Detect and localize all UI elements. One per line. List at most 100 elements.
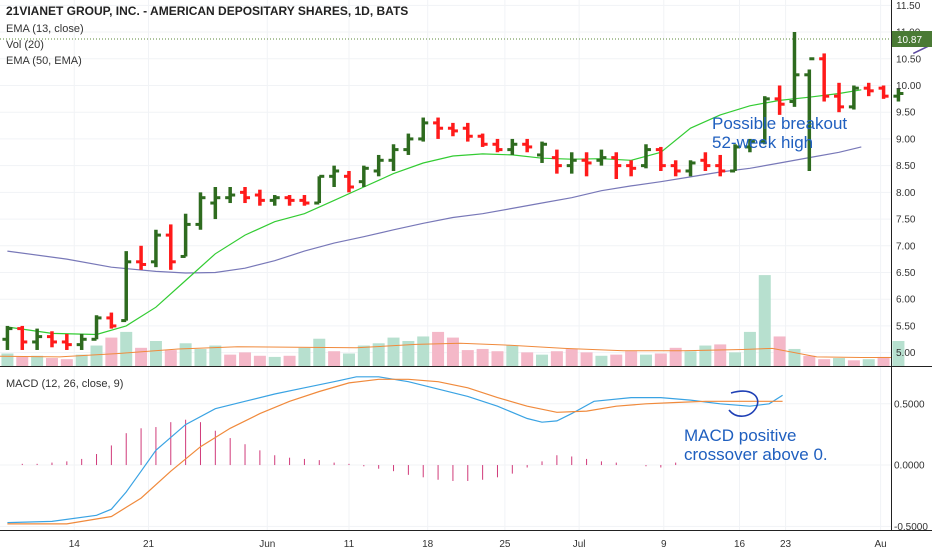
ohlc-bar-17 (254, 189, 265, 206)
price-tick-9: 9.50 (896, 108, 916, 119)
crossover-circle (728, 390, 759, 417)
ohlc-bar-55 (819, 53, 830, 102)
ohlc-bar-46 (685, 160, 696, 177)
volume-bar-56 (833, 358, 846, 366)
ohlc-bar-27 (403, 133, 414, 155)
x-tick-6: Jul (573, 539, 586, 550)
price-tick-4: 7.00 (896, 241, 916, 252)
volume-bar-22 (328, 351, 341, 366)
ohlc-bar-1 (17, 325, 28, 350)
last-price-label: 10.87 (897, 35, 922, 46)
volume-bar-45 (669, 347, 682, 366)
volume-bar-39 (580, 352, 593, 366)
volume-bar-17 (253, 355, 266, 366)
x-tick-5: 25 (499, 539, 511, 550)
ohlc-bar-42 (626, 160, 637, 177)
legend-ema13[interactable]: EMA (13, close) (6, 23, 84, 35)
price-tick-2: 6.00 (896, 295, 916, 306)
volume-bar-31 (461, 350, 474, 366)
ohlc-bar-36 (537, 141, 548, 163)
volume-bar-19 (283, 355, 296, 366)
x-tick-1: 21 (143, 539, 155, 550)
volume-bar-16 (239, 352, 252, 366)
ohlc-bar-25 (373, 154, 384, 177)
volume-bar-33 (491, 351, 504, 366)
volume-bar-52 (773, 336, 786, 366)
x-tick-3: 11 (344, 539, 355, 550)
legend-volume[interactable]: Vol (20) (6, 39, 44, 51)
ohlc-bar-43 (640, 144, 651, 169)
price-tick-3: 6.50 (896, 268, 916, 279)
ohlc-bar-50 (744, 138, 755, 153)
ohlc-bar-22 (329, 165, 340, 188)
legend-ema50[interactable]: EMA (50, EMA) (6, 55, 82, 67)
ohlc-bar-14 (210, 187, 221, 220)
volume-bar-1 (16, 356, 29, 366)
ohlc-bar-34 (507, 138, 518, 155)
ohlc-bar-24 (358, 165, 369, 188)
breakout-annotation-line-2: 52-week high (712, 133, 814, 152)
ohlc-bar-15 (225, 187, 236, 204)
price-tick-10: 10.00 (896, 81, 921, 92)
price-tick-7: 8.50 (896, 161, 916, 172)
x-tick-8: 16 (734, 539, 746, 550)
volume-bar-34 (506, 345, 519, 366)
volume-bar-51 (758, 275, 771, 366)
volume-bar-21 (313, 338, 326, 366)
ohlc-bar-2 (32, 328, 43, 350)
ohlc-bar-57 (848, 85, 859, 110)
ohlc-bar-47 (700, 152, 711, 171)
ohlc-bar-32 (477, 133, 488, 147)
volume-bar-0 (1, 353, 14, 366)
ohlc-bar-6 (91, 315, 102, 341)
ohlc-bar-30 (447, 122, 458, 137)
volume-bar-48 (714, 344, 727, 366)
ohlc-bar-9 (136, 245, 147, 270)
volume-bar-15 (224, 354, 237, 366)
price-tick-0: 5.00 (896, 348, 916, 359)
ohlc-bar-45 (670, 160, 681, 177)
ohlc-bar-38 (566, 152, 577, 174)
ohlc-bar-18 (269, 195, 280, 206)
macd-line (7, 376, 783, 524)
volume-bar-38 (565, 348, 578, 366)
macd-label[interactable]: MACD (12, 26, close, 9) (6, 378, 124, 390)
volume-bar-24 (357, 345, 370, 366)
volume-bar-12 (179, 343, 192, 366)
volume-bar-43 (639, 354, 652, 366)
ohlc-bar-29 (433, 117, 444, 139)
volume-bar-55 (818, 359, 831, 366)
volume-bar-58 (862, 359, 875, 366)
ohlc-bar-52 (774, 85, 785, 115)
price-tick-13: 11.50 (896, 1, 921, 12)
volume-bar-49 (729, 352, 742, 366)
volume-bar-47 (699, 345, 712, 366)
ohlc-bar-21 (314, 174, 325, 205)
ohlc-bar-54 (804, 57, 815, 171)
macd-tick-1: 0.0000 (894, 461, 925, 472)
volume-bar-32 (476, 348, 489, 366)
ohlc-bar-58 (863, 82, 874, 97)
volume-bar-26 (387, 337, 400, 366)
volume-bar-40 (595, 355, 608, 366)
volume-bar-18 (268, 356, 281, 366)
volume-bar-25 (372, 343, 385, 366)
ohlc-bar-60 (893, 88, 904, 102)
volume-bar-11 (164, 350, 177, 366)
macd-annotation-line-2: crossover above 0. (684, 445, 828, 464)
macd-annotation: MACD positive crossover above 0. (684, 426, 828, 464)
x-tick-7: 9 (661, 539, 667, 550)
volume-bar-28 (417, 336, 430, 366)
macd-tick-2: -0.5000 (894, 522, 928, 533)
volume-bar-23 (342, 353, 355, 366)
volume-bar-42 (625, 351, 638, 366)
ohlc-bar-12 (180, 213, 191, 258)
volume-bar-59 (877, 356, 890, 366)
x-tick-4: 18 (422, 539, 434, 550)
ohlc-bar-59 (878, 85, 889, 99)
volume-bar-10 (149, 341, 162, 366)
breakout-annotation: Possible breakout 52-week high (712, 114, 847, 152)
